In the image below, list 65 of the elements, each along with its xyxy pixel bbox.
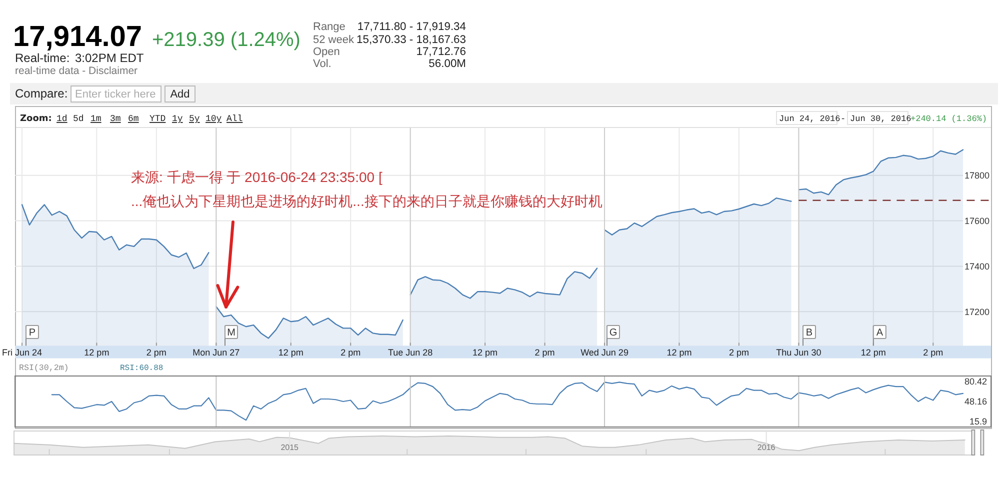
text: 15,370.33 - 18,167.63 bbox=[356, 34, 466, 46]
annotation: 来源: 千虑一得 于 2016-06-24 23:35:00 [ bbox=[131, 169, 382, 185]
x-tick-label: Mon Jun 27 bbox=[192, 347, 240, 358]
x-tick-label: 2 pm bbox=[728, 347, 749, 358]
text: Enter ticker here bbox=[75, 88, 156, 100]
x-tick-label: Wed Jun 29 bbox=[580, 347, 628, 358]
text: 1m bbox=[90, 114, 102, 124]
text: 3m bbox=[110, 114, 121, 124]
x-tick-label: 12 pm bbox=[666, 347, 692, 358]
text: RSI:60.88 bbox=[120, 364, 164, 373]
text: 6m bbox=[128, 114, 139, 124]
text: +240.14 (1.36%) bbox=[910, 114, 988, 124]
x-tick-label: Tue Jun 28 bbox=[388, 347, 433, 358]
x-tick-label: 2 pm bbox=[146, 347, 166, 358]
y-tick-label: 48.16 bbox=[964, 396, 987, 407]
y-tick-label: 17800 bbox=[964, 170, 990, 181]
text: 52 week bbox=[313, 34, 354, 46]
text: 17,712.76 bbox=[416, 46, 466, 58]
text: 10y bbox=[206, 114, 222, 124]
text: 5d bbox=[73, 114, 84, 124]
text: Open bbox=[313, 46, 340, 58]
text: Add bbox=[170, 88, 190, 100]
annotation: G bbox=[609, 328, 618, 338]
x-tick-label: 2 pm bbox=[534, 347, 555, 358]
y-tick-label: 15.9 bbox=[969, 416, 987, 427]
text: 3:02PM EDT bbox=[75, 51, 144, 65]
x-tick-label: 12 pm bbox=[860, 347, 886, 358]
y-tick-label: 17600 bbox=[964, 216, 990, 226]
text: 17,711.80 - 17,919.34 bbox=[357, 21, 466, 33]
text: YTD bbox=[150, 114, 166, 124]
text: 56.00M bbox=[428, 58, 466, 70]
x-tick-label: 2015 bbox=[280, 443, 300, 452]
text: real-time data - Disclaimer bbox=[15, 65, 138, 77]
annotation: P bbox=[28, 328, 36, 338]
text: All bbox=[226, 114, 243, 124]
x-tick-label: Thu Jun 30 bbox=[776, 347, 822, 358]
annotation: A bbox=[876, 328, 884, 338]
text: Vol. bbox=[313, 58, 332, 70]
text: Compare: bbox=[15, 86, 68, 100]
text: Zoom: bbox=[20, 114, 52, 124]
y-tick-label: 17400 bbox=[964, 261, 990, 272]
text: 5y bbox=[189, 114, 200, 124]
y-tick-label: 80.42 bbox=[964, 376, 987, 387]
text: - bbox=[840, 114, 846, 124]
text: Range bbox=[313, 21, 346, 33]
line-series bbox=[51, 382, 964, 421]
x-tick-label: 2016 bbox=[757, 443, 776, 452]
x-tick-label: 12 pm bbox=[472, 347, 498, 358]
y-tick-label: 17200 bbox=[964, 306, 990, 317]
chart-title: RSI(30,2m) bbox=[19, 363, 69, 373]
x-tick-label: 12 pm bbox=[84, 347, 110, 358]
x-tick-label: 2 pm bbox=[923, 347, 944, 358]
annotation: M bbox=[227, 328, 236, 338]
x-tick-label: 12 pm bbox=[278, 347, 304, 358]
x-tick-label: Fri Jun 24 bbox=[2, 347, 42, 358]
chart-subtitle: +219.39 (1.24%) bbox=[152, 29, 300, 51]
text: 1d bbox=[56, 114, 68, 124]
annotation: B bbox=[806, 328, 813, 338]
chart-title: 17,914.07 bbox=[13, 21, 142, 53]
text: 1y bbox=[172, 114, 184, 124]
text: Jun 30, 2016 bbox=[850, 114, 912, 124]
text: Real-time: bbox=[15, 51, 70, 65]
text: Jun 24, 2016 bbox=[779, 114, 840, 124]
annotation: ...俺也认为下星期也是进场的好时机...接下的来的日子就是你赚钱的大好时机 bbox=[131, 193, 602, 209]
x-tick-label: 2 pm bbox=[340, 347, 361, 358]
